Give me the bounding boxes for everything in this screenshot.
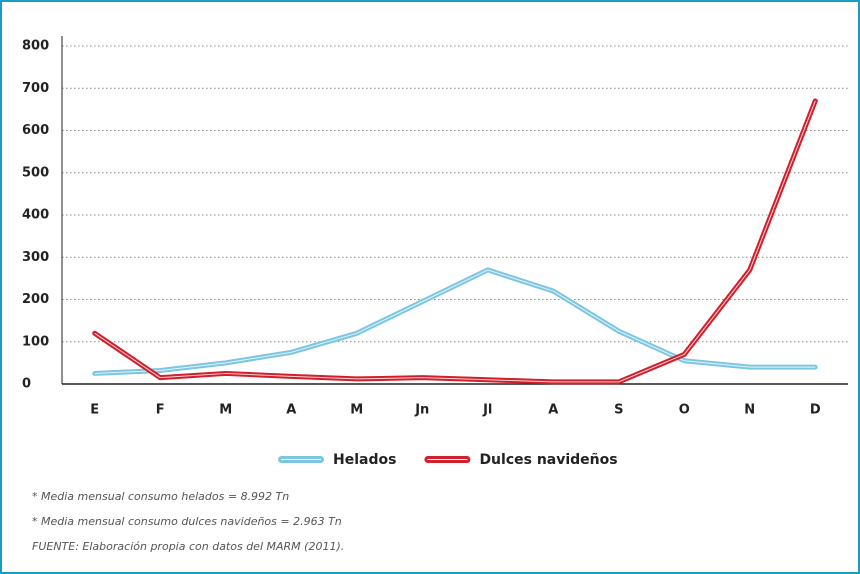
x-tick-label: M bbox=[219, 403, 232, 418]
legend-swatch-highlight bbox=[427, 459, 468, 460]
legend-swatch-highlight bbox=[281, 459, 321, 460]
y-tick-label: 800 bbox=[22, 39, 49, 54]
y-tick-label: 500 bbox=[22, 165, 49, 180]
footnote: FUENTE: Elaboración propia con datos del… bbox=[32, 540, 344, 553]
series-line bbox=[92, 98, 818, 385]
y-tick-label: 700 bbox=[22, 81, 49, 96]
y-tick-label: 0 bbox=[22, 377, 31, 392]
y-tick-label: 300 bbox=[22, 250, 49, 265]
y-tick-label: 400 bbox=[22, 208, 49, 223]
x-tick-label: F bbox=[156, 403, 165, 418]
legend-label: Helados bbox=[333, 452, 396, 468]
footnote: * Media mensual consumo helados = 8.992 … bbox=[32, 490, 289, 503]
y-tick-label: 600 bbox=[22, 123, 49, 138]
series-line-highlight bbox=[94, 100, 816, 383]
x-tick-label: D bbox=[810, 403, 821, 418]
x-tick-label: Jl bbox=[482, 403, 492, 418]
footnote: * Media mensual consumo dulces navideños… bbox=[32, 515, 342, 528]
x-tick-label: A bbox=[548, 403, 558, 418]
x-tick-label: S bbox=[614, 403, 623, 418]
y-tick-label: 100 bbox=[22, 334, 49, 349]
x-tick-label: N bbox=[744, 403, 755, 418]
series-line-highlight bbox=[94, 269, 816, 374]
y-tick-label: 200 bbox=[22, 292, 49, 307]
x-tick-label: Jn bbox=[414, 403, 429, 418]
x-tick-label: O bbox=[679, 403, 690, 418]
legend-label: Dulces navideños bbox=[479, 452, 617, 468]
x-tick-label: A bbox=[286, 403, 296, 418]
x-tick-label: M bbox=[350, 403, 363, 418]
x-tick-label: E bbox=[90, 403, 99, 418]
